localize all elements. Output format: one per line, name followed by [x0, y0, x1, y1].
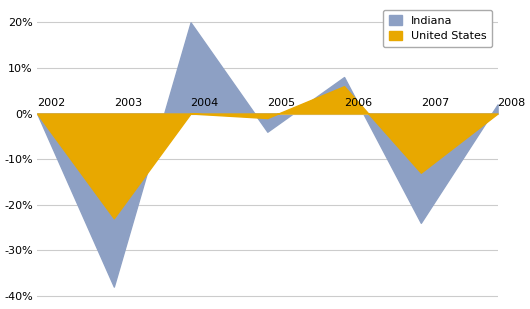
Text: 2005: 2005 — [267, 98, 295, 108]
Text: 2007: 2007 — [421, 98, 449, 108]
Text: 2008: 2008 — [498, 98, 526, 108]
Text: 2002: 2002 — [37, 98, 65, 108]
Text: 2004: 2004 — [191, 98, 219, 108]
Legend: Indiana, United States: Indiana, United States — [383, 10, 492, 47]
Text: 2006: 2006 — [344, 98, 372, 108]
Text: 2003: 2003 — [114, 98, 142, 108]
